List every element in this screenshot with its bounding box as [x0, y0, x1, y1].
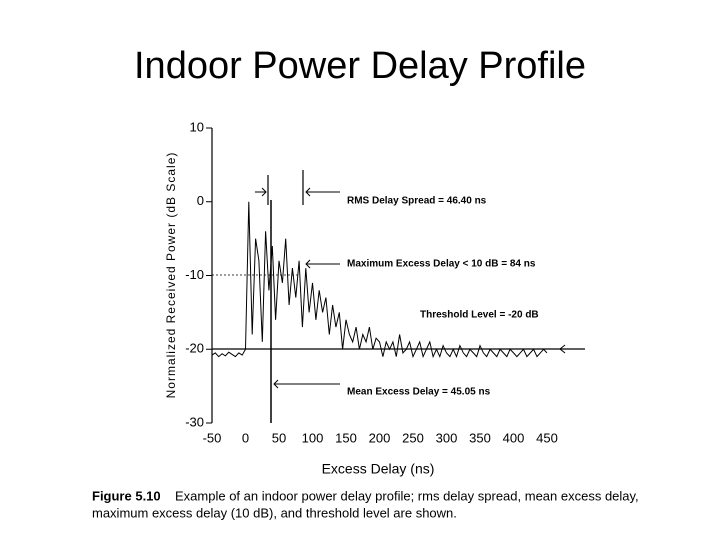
power-profile-line: [211, 201, 548, 359]
y-tick-label: 0: [197, 193, 204, 208]
x-tick-label: 0: [242, 430, 249, 445]
y-tick-label: -20: [185, 341, 204, 356]
y-tick-label: -30: [185, 414, 204, 429]
x-tick-label: 100: [302, 430, 324, 445]
x-tick-label: 150: [335, 430, 357, 445]
rms-arrows: [255, 187, 340, 197]
threshold-arrow: [559, 344, 585, 354]
caption-label: Figure 5.10: [92, 488, 161, 503]
x-tick-label: -50: [203, 430, 222, 445]
caption-line: Example of an indoor power delay profile…: [175, 488, 639, 503]
x-tick-label: 50: [272, 430, 286, 445]
y-tick-label: -10: [185, 267, 204, 282]
y-axis-label: Normalized Received Power (dB Scale): [164, 152, 178, 399]
caption-line: maximum excess delay (10 dB), and thresh…: [92, 505, 457, 520]
x-tick-label: 300: [436, 430, 458, 445]
x-tick-label: 350: [469, 430, 491, 445]
x-tick-label: 200: [369, 430, 391, 445]
annotation: RMS Delay Spread = 46.40 ns: [347, 196, 487, 207]
annotation: Maximum Excess Delay < 10 dB = 84 ns: [347, 259, 536, 270]
x-axis-label: Excess Delay (ns): [322, 461, 435, 477]
x-tick-label: 450: [536, 430, 558, 445]
annotation: Threshold Level = -20 dB: [420, 310, 539, 321]
slide-title: Indoor Power Delay Profile: [134, 45, 586, 87]
x-tick-label: 250: [402, 430, 424, 445]
mean-delay-arrow: [273, 379, 340, 389]
x-tick-label: 400: [503, 430, 525, 445]
y-tick-label: 10: [190, 119, 204, 134]
max-delay-arrow: [305, 259, 340, 269]
annotation: Mean Excess Delay = 45.05 ns: [347, 387, 491, 398]
